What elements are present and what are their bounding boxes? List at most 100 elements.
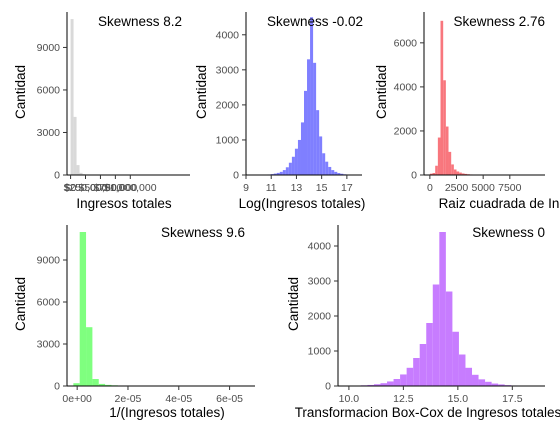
histogram-bar bbox=[322, 153, 325, 175]
y-tick-label: 2000 bbox=[216, 99, 240, 111]
x-tick-label: 6e-05 bbox=[216, 393, 243, 405]
x-axis-title: Ingresos totales bbox=[76, 196, 172, 211]
histogram-bar bbox=[439, 232, 446, 386]
y-tick-label: 1000 bbox=[308, 346, 332, 358]
histogram-bar bbox=[319, 136, 322, 175]
histogram-bar bbox=[457, 171, 460, 175]
histogram-bar bbox=[451, 164, 454, 175]
histogram-bar bbox=[313, 63, 316, 175]
x-axis-title: 1/(Ingresos totales) bbox=[109, 405, 225, 420]
x-axis-title: Transformacion Box-Cox de Ingresos total… bbox=[295, 405, 560, 420]
x-tick-label: 13 bbox=[291, 182, 303, 194]
y-axis-title: Cantidad bbox=[194, 65, 209, 119]
histogram-bar bbox=[331, 170, 334, 175]
histogram-bar bbox=[426, 323, 433, 386]
y-tick-label: 4000 bbox=[394, 81, 418, 93]
histogram-bar bbox=[304, 91, 307, 175]
y-tick-label: 4000 bbox=[308, 241, 332, 253]
histogram-bar bbox=[298, 140, 301, 175]
y-axis-title: Cantidad bbox=[374, 65, 389, 119]
histogram-bar bbox=[80, 232, 86, 386]
histogram-bar bbox=[465, 368, 472, 386]
x-axis-title: Raiz cuadrada de Ingresos totales bbox=[439, 196, 560, 211]
x-tick-label: 7500 bbox=[498, 182, 522, 194]
x-tick-label: 0 bbox=[427, 182, 433, 194]
histogram-bar bbox=[328, 167, 331, 175]
x-tick-label: 15.0 bbox=[448, 393, 469, 405]
histogram-bar bbox=[446, 127, 449, 175]
x-tick-label: 10.0 bbox=[339, 393, 360, 405]
histogram-bar bbox=[454, 169, 457, 175]
histogram-bar bbox=[435, 166, 438, 175]
y-tick-label: 2000 bbox=[394, 125, 418, 137]
x-tick-label: 2500 bbox=[445, 182, 469, 194]
histogram-bar bbox=[443, 80, 446, 175]
histogram-bar bbox=[433, 285, 440, 387]
histogram-bar bbox=[289, 163, 292, 175]
y-tick-label: 3000 bbox=[216, 64, 240, 76]
histogram-bar bbox=[295, 149, 298, 175]
y-axis-title: Cantidad bbox=[13, 65, 28, 119]
y-axis-title: Cantidad bbox=[13, 277, 28, 331]
histogram-bar bbox=[292, 157, 295, 175]
y-tick-label: 0 bbox=[411, 170, 417, 182]
histogram-bar bbox=[74, 117, 77, 175]
histogram-bar bbox=[286, 167, 289, 175]
skewness-label: Skewness 9.6 bbox=[161, 225, 245, 240]
skewness-label: Skewness -0.02 bbox=[267, 14, 363, 29]
histogram-bar bbox=[400, 374, 407, 386]
x-tick-label: 11 bbox=[266, 182, 277, 194]
y-axis-title: Cantidad bbox=[286, 277, 301, 331]
histogram-bar bbox=[77, 165, 80, 175]
histogram-bar bbox=[387, 381, 394, 386]
x-tick-label: 17.5 bbox=[502, 393, 523, 405]
x-tick-label: 12.5 bbox=[393, 393, 414, 405]
histogram-bar bbox=[438, 138, 441, 175]
histogram-bar bbox=[92, 379, 98, 386]
y-tick-label: 0 bbox=[233, 170, 239, 182]
y-tick-label: 3000 bbox=[37, 127, 61, 139]
x-tick-label: $1,000,000 bbox=[104, 182, 157, 194]
x-tick-label: 2e-05 bbox=[115, 393, 142, 405]
histogram-bar bbox=[394, 379, 401, 386]
y-tick-label: 4000 bbox=[216, 29, 240, 41]
histogram-bar bbox=[459, 355, 466, 387]
histogram-bar bbox=[283, 170, 286, 175]
histogram-bar bbox=[485, 382, 492, 386]
x-axis-title: Log(Ingresos totales) bbox=[239, 196, 366, 211]
x-tick-label: 4e-05 bbox=[165, 393, 192, 405]
histogram-bar bbox=[472, 375, 479, 386]
panel-1: 0300060009000$0$250,000$500,000$750,000$… bbox=[13, 12, 190, 211]
y-tick-label: 2000 bbox=[308, 311, 332, 323]
x-tick-label: 17 bbox=[341, 182, 353, 194]
skewness-label: Skewness 0 bbox=[472, 225, 545, 240]
histogram-bar bbox=[316, 110, 319, 175]
histogram-bar bbox=[310, 17, 313, 175]
histogram-bar bbox=[479, 379, 486, 386]
skewness-label: Skewness 8.2 bbox=[98, 14, 182, 29]
histogram-bar bbox=[452, 332, 459, 386]
histogram-bar bbox=[407, 368, 414, 386]
y-tick-label: 0 bbox=[54, 170, 60, 182]
y-tick-label: 6000 bbox=[37, 84, 61, 96]
y-tick-label: 9000 bbox=[37, 255, 61, 267]
histogram-bar bbox=[441, 21, 444, 175]
skewness-label: Skewness 2.76 bbox=[453, 14, 545, 29]
histogram-bar bbox=[301, 122, 304, 175]
x-tick-label: 5000 bbox=[471, 182, 495, 194]
y-tick-label: 0 bbox=[54, 381, 60, 393]
histogram-bar bbox=[446, 292, 453, 387]
histogram-bar bbox=[413, 358, 420, 386]
histogram-bar bbox=[449, 152, 452, 175]
y-tick-label: 6000 bbox=[394, 37, 418, 49]
y-tick-label: 9000 bbox=[37, 42, 61, 54]
x-tick-label: 0e+00 bbox=[62, 393, 92, 405]
y-tick-label: 3000 bbox=[308, 276, 332, 288]
histogram-bar bbox=[420, 344, 427, 386]
